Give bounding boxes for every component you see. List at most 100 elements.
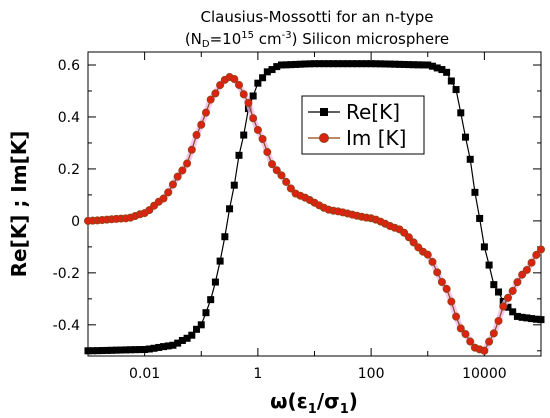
data-point <box>414 61 422 69</box>
data-point <box>230 75 239 84</box>
title-part-cm: cm <box>254 30 282 48</box>
data-point <box>164 188 173 197</box>
chart-title-line1: Clausius-Mossotti for an n-type <box>201 8 434 26</box>
data-point <box>126 346 134 354</box>
data-point <box>103 346 111 354</box>
data-point <box>480 346 489 355</box>
data-point <box>433 64 441 72</box>
data-point <box>391 60 399 68</box>
data-point <box>315 60 323 68</box>
data-point <box>197 120 206 129</box>
data-point <box>296 60 304 68</box>
data-point <box>509 308 517 316</box>
data-point <box>178 336 186 344</box>
y-tick-label: -0.2 <box>53 266 80 282</box>
data-point <box>136 346 144 354</box>
data-point <box>457 109 465 117</box>
data-point <box>183 159 192 168</box>
data-point <box>362 60 370 68</box>
data-point <box>169 341 177 349</box>
data-point <box>495 288 503 296</box>
data-point <box>282 61 290 69</box>
data-point <box>183 334 191 342</box>
data-point <box>201 108 210 117</box>
data-point <box>494 316 503 325</box>
x-axis-title: ω(ε1/σ1) <box>270 389 358 417</box>
data-point <box>287 61 295 69</box>
data-point <box>230 181 238 189</box>
title-part-rest: ) Silicon microsphere <box>292 30 450 48</box>
data-point <box>437 278 446 287</box>
legend-box <box>301 95 425 155</box>
data-point <box>192 131 201 140</box>
y-tick-label: 0.6 <box>58 58 80 74</box>
data-point <box>518 270 527 279</box>
data-point <box>490 281 498 289</box>
data-point <box>532 315 540 323</box>
data-point <box>211 278 219 286</box>
legend-re-marker <box>320 108 328 116</box>
data-point <box>263 68 271 76</box>
xlabel-sub1: 1 <box>308 402 317 417</box>
data-point <box>216 257 224 265</box>
legend: Re[K] Im [K] <box>301 95 425 155</box>
x-tick-label: 100 <box>358 366 385 382</box>
data-point <box>466 337 475 346</box>
data-point <box>419 61 427 69</box>
y-axis-ticks: -0.4 -0.2 0 0.2 0.4 0.6 <box>53 58 541 352</box>
data-point <box>226 205 234 213</box>
x-tick-label: 10000 <box>462 366 507 382</box>
data-point <box>249 92 257 100</box>
data-point <box>259 74 267 82</box>
data-point <box>325 60 333 68</box>
data-point <box>202 309 210 317</box>
data-point <box>377 60 385 68</box>
data-point <box>244 98 253 107</box>
data-point <box>428 62 436 70</box>
data-point <box>395 60 403 68</box>
data-point <box>433 268 442 277</box>
data-point <box>476 214 484 222</box>
x-axis-ticks: 0.01 1 100 10000 <box>129 52 507 382</box>
data-point <box>428 257 437 266</box>
data-point <box>207 296 215 304</box>
data-point <box>447 297 456 306</box>
data-point <box>306 60 314 68</box>
data-point <box>286 184 295 193</box>
legend-im-marker <box>319 133 329 143</box>
data-point <box>372 60 380 68</box>
title-sub-d: D <box>202 39 210 50</box>
data-point <box>263 148 272 157</box>
data-point <box>527 258 536 267</box>
data-point <box>485 261 493 269</box>
legend-im-label: Im [K] <box>346 126 406 150</box>
data-point <box>400 60 408 68</box>
data-point <box>160 343 167 351</box>
y-axis-title: Re[K] ; Im[K] <box>7 131 31 278</box>
data-point <box>353 60 361 68</box>
data-point <box>277 171 286 180</box>
data-point <box>239 90 248 99</box>
data-point <box>522 265 531 274</box>
y-tick-label: 0 <box>71 214 80 230</box>
series-re-k <box>84 60 545 355</box>
data-point <box>367 60 375 68</box>
data-point <box>240 131 248 139</box>
data-point <box>235 151 243 159</box>
data-point <box>112 346 120 354</box>
data-point <box>400 228 409 237</box>
data-point <box>452 312 461 321</box>
data-point <box>187 145 196 154</box>
data-point <box>150 344 158 352</box>
data-point <box>504 303 512 311</box>
data-point <box>122 346 130 354</box>
data-point <box>197 321 205 329</box>
xlabel-sub2: 1 <box>340 402 349 417</box>
data-point <box>442 284 451 293</box>
data-point <box>98 347 106 355</box>
data-point <box>329 60 337 68</box>
data-point <box>452 86 460 94</box>
data-point <box>424 61 432 69</box>
data-point <box>193 325 201 333</box>
